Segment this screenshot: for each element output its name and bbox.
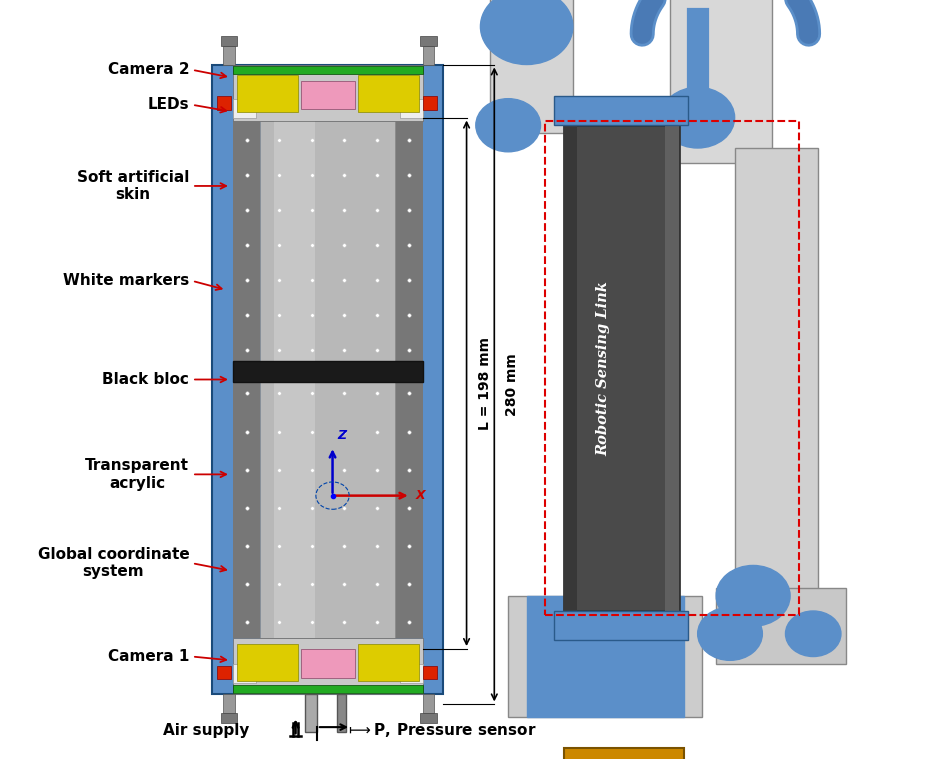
FancyBboxPatch shape [716, 588, 845, 664]
Circle shape [660, 87, 734, 148]
Text: Transparent
acrylic: Transparent acrylic [85, 458, 189, 490]
Circle shape [716, 565, 790, 626]
FancyBboxPatch shape [233, 664, 256, 683]
FancyBboxPatch shape [665, 125, 679, 611]
FancyBboxPatch shape [220, 36, 237, 46]
Text: Camera 2: Camera 2 [108, 62, 189, 77]
Text: LEDs: LEDs [147, 97, 189, 112]
Text: Black bloc: Black bloc [102, 372, 189, 387]
FancyBboxPatch shape [223, 694, 234, 713]
FancyBboxPatch shape [423, 96, 437, 110]
Text: $\longmapsto$P, Pressure sensor: $\longmapsto$P, Pressure sensor [346, 721, 537, 739]
FancyBboxPatch shape [734, 148, 818, 596]
FancyBboxPatch shape [212, 65, 444, 694]
FancyBboxPatch shape [564, 125, 578, 611]
FancyBboxPatch shape [274, 121, 315, 638]
Text: Global coordinate
system: Global coordinate system [38, 547, 189, 579]
FancyBboxPatch shape [217, 666, 231, 679]
FancyBboxPatch shape [357, 644, 418, 681]
FancyBboxPatch shape [400, 664, 423, 683]
Circle shape [476, 99, 540, 152]
FancyBboxPatch shape [220, 713, 237, 723]
Text: White markers: White markers [63, 273, 189, 288]
FancyBboxPatch shape [357, 75, 418, 112]
FancyBboxPatch shape [237, 644, 298, 681]
FancyBboxPatch shape [554, 611, 688, 640]
FancyBboxPatch shape [423, 666, 437, 679]
Text: L = 198 mm: L = 198 mm [477, 337, 492, 430]
FancyBboxPatch shape [423, 46, 434, 65]
FancyBboxPatch shape [233, 99, 256, 118]
FancyBboxPatch shape [233, 361, 423, 382]
Circle shape [480, 0, 573, 65]
FancyBboxPatch shape [233, 65, 423, 121]
FancyBboxPatch shape [554, 96, 688, 125]
FancyBboxPatch shape [233, 638, 423, 694]
FancyBboxPatch shape [526, 596, 684, 717]
Circle shape [698, 607, 763, 660]
FancyBboxPatch shape [420, 36, 437, 46]
FancyBboxPatch shape [564, 748, 684, 759]
Text: Air supply: Air supply [163, 723, 250, 738]
FancyBboxPatch shape [490, 0, 573, 133]
FancyBboxPatch shape [237, 75, 298, 112]
FancyBboxPatch shape [217, 96, 231, 110]
FancyBboxPatch shape [400, 99, 423, 118]
FancyBboxPatch shape [396, 121, 423, 638]
FancyBboxPatch shape [305, 694, 317, 732]
FancyBboxPatch shape [301, 649, 355, 678]
FancyBboxPatch shape [670, 0, 772, 163]
FancyBboxPatch shape [233, 121, 261, 638]
FancyBboxPatch shape [223, 46, 234, 65]
Text: Camera 1: Camera 1 [108, 649, 189, 664]
FancyBboxPatch shape [233, 685, 423, 693]
FancyBboxPatch shape [261, 121, 396, 638]
FancyBboxPatch shape [233, 66, 423, 74]
FancyBboxPatch shape [420, 713, 437, 723]
Text: Soft artificial
skin: Soft artificial skin [77, 170, 189, 202]
Text: Z: Z [337, 429, 346, 442]
Circle shape [785, 611, 841, 657]
Text: X: X [416, 490, 425, 502]
Text: 280 mm: 280 mm [506, 353, 520, 416]
FancyBboxPatch shape [564, 125, 679, 611]
Text: Robotic Sensing Link: Robotic Sensing Link [596, 281, 610, 455]
FancyBboxPatch shape [301, 80, 355, 109]
FancyBboxPatch shape [337, 694, 346, 732]
FancyBboxPatch shape [508, 596, 703, 717]
FancyBboxPatch shape [423, 694, 434, 713]
